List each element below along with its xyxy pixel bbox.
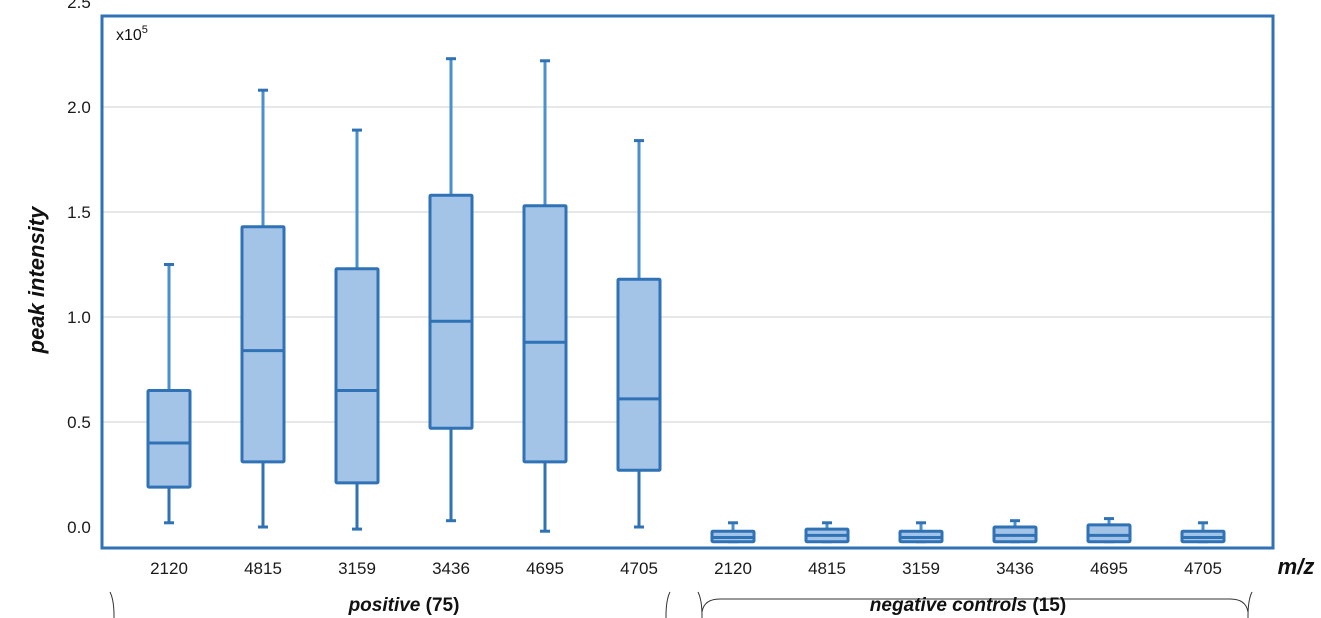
box-negative-2120 — [710, 521, 756, 544]
y-multiplier-label: x105 — [116, 24, 148, 44]
y-tick-label: 0.0 — [67, 518, 91, 537]
plot-frame — [100, 14, 1275, 550]
y-tick-label: 0.5 — [67, 413, 91, 432]
y-tick-label: 2.0 — [67, 98, 91, 117]
box-positive-2120 — [146, 263, 192, 525]
group-brackets: positive (75) negative controls (15) — [109, 591, 1253, 618]
box-negative-4815 — [804, 521, 850, 544]
box-negative-3159 — [898, 521, 944, 544]
bracket-left — [697, 591, 703, 618]
x-tick-label: 3159 — [338, 559, 376, 578]
group-label: negative controls (15) — [870, 595, 1066, 616]
iqr-box — [334, 267, 380, 485]
x-tick-label: 4695 — [526, 559, 564, 578]
x-tick-label: 4815 — [244, 559, 282, 578]
y-tick-label: 1.0 — [67, 308, 91, 327]
iqr-box — [616, 277, 662, 472]
bracket-left — [109, 591, 115, 618]
box-negative-3436 — [992, 519, 1038, 544]
iqr-box — [428, 193, 474, 430]
y-tick-label: 1.5 — [67, 203, 91, 222]
y-tick-labels: 0.0 0.5 1.0 1.5 2.0 2.5 — [67, 0, 91, 537]
group-count: (15) — [1032, 595, 1066, 616]
x-tick-label: 3159 — [902, 559, 940, 578]
box-positive-3436 — [428, 57, 474, 523]
x-axis-label: m/z — [1278, 554, 1315, 579]
x-tick-labels: 2120 4815 3159 3436 4695 4705 2120 4815 3159 3436… — [150, 559, 1222, 578]
iqr-box — [1086, 523, 1132, 544]
y-axis-label: peak intensity — [24, 205, 49, 354]
group-count: (75) — [426, 595, 460, 616]
iqr-box — [240, 225, 286, 464]
iqr-box — [146, 389, 192, 489]
box-negative-4705 — [1180, 521, 1226, 544]
x-tick-label: 4705 — [620, 559, 658, 578]
x-tick-label: 4815 — [808, 559, 846, 578]
x-tick-label: 4695 — [1090, 559, 1128, 578]
box-positive-4815 — [240, 88, 286, 529]
group-name: positive — [348, 595, 426, 616]
x-tick-label: 2120 — [150, 559, 188, 578]
x-tick-label: 3436 — [432, 559, 470, 578]
bracket-right — [1247, 591, 1253, 618]
grid-lines — [102, 106, 1273, 423]
box-positive-3159 — [334, 128, 380, 531]
box-negative-4695 — [1086, 517, 1132, 544]
bracket-line — [701, 598, 1249, 613]
group-label: positive (75) — [348, 595, 460, 616]
x-tick-label: 2120 — [714, 559, 752, 578]
box-series — [146, 57, 1226, 544]
y-tick-label: 2.5 — [67, 0, 91, 12]
iqr-box — [522, 204, 568, 464]
x-tick-label: 4705 — [1184, 559, 1222, 578]
box-positive-4705 — [616, 139, 662, 529]
group-name: negative controls — [870, 595, 1033, 616]
x-tick-label: 3436 — [996, 559, 1034, 578]
box-positive-4695 — [522, 59, 568, 533]
bracket-right — [665, 591, 671, 618]
